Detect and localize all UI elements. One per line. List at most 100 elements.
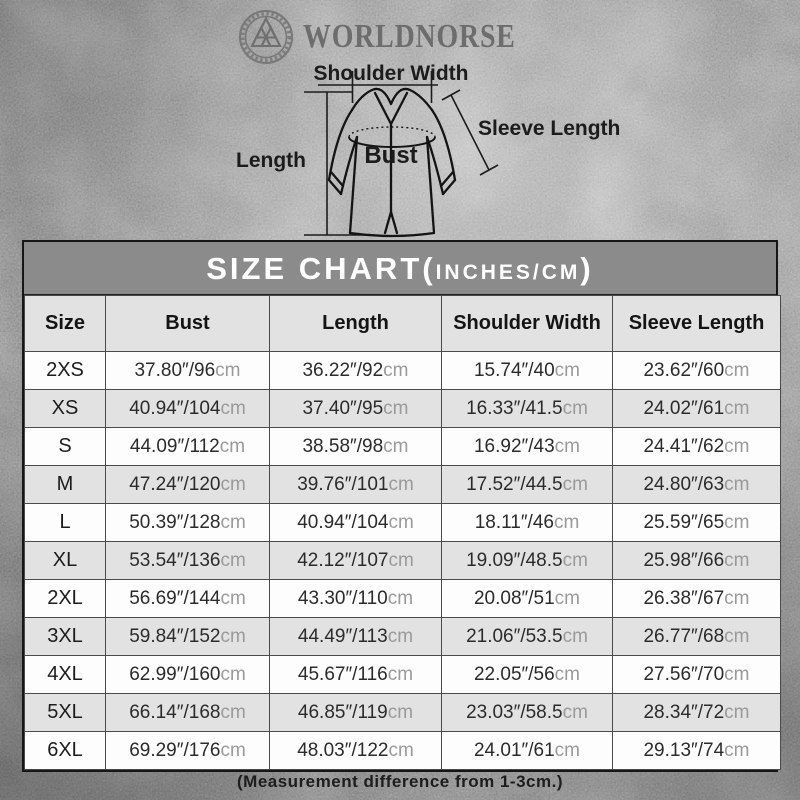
cell-sleeve: 27.56″/70cm [612, 655, 781, 694]
measure-unit: cm [220, 701, 246, 723]
measure-unit: cm [562, 701, 588, 723]
cell-size: 3XL [24, 617, 106, 656]
measure-unit: cm [724, 701, 750, 723]
measure-value: 69.29″/176 [129, 739, 221, 761]
cell-length: 46.85″/119cm [269, 693, 442, 732]
cell-length: 39.76″/101cm [269, 465, 442, 504]
cell-size: 4XL [24, 655, 106, 694]
measure-value: 24.41″/62 [643, 435, 725, 457]
cell-bust: 47.24″/120cm [105, 465, 270, 504]
cell-bust: 59.84″/152cm [105, 617, 270, 656]
measure-value: 66.14″/168 [129, 701, 221, 723]
measure-value: 24.02″/61 [643, 397, 725, 419]
cell-shoulder: 23.03″/58.5cm [441, 693, 613, 732]
cell-shoulder: 18.11″/46cm [441, 503, 613, 542]
cell-shoulder: 22.05″/56cm [441, 655, 613, 694]
measure-unit: cm [724, 739, 750, 761]
cell-length: 43.30″/110cm [269, 579, 442, 618]
measure-value: 38.58″/98 [302, 435, 384, 457]
cell-size: 5XL [24, 693, 106, 732]
cell-bust: 62.99″/160cm [105, 655, 270, 694]
brand-logo: WORLDNORSE [0, 8, 800, 66]
measure-value: 24.80″/63 [643, 473, 725, 495]
table-row: L 50.39″/128cm 40.94″/104cm 18.11″/46cm … [24, 503, 781, 542]
measure-unit: cm [219, 435, 246, 457]
cell-bust: 56.69″/144cm [105, 579, 270, 618]
measure-value: 45.67″/116 [297, 663, 388, 685]
measure-value: 25.59″/65 [643, 511, 725, 533]
cell-length: 48.03″/122cm [269, 731, 442, 770]
measure-unit: cm [724, 359, 750, 381]
size-chart-title-main: SIZE CHART( [206, 251, 436, 286]
table-row: XS 40.94″/104cm 37.40″/95cm 16.33″/41.5c… [24, 389, 781, 428]
col-header-shoulder-width: Shoulder Width [441, 295, 613, 352]
brand-name: WORLDNORSE [303, 18, 516, 55]
cell-size: M [24, 465, 106, 504]
cell-bust: 50.39″/128cm [105, 503, 270, 542]
measure-value: 40.94″/104 [297, 511, 389, 533]
measure-value: 46.85″/119 [297, 701, 388, 723]
col-header-size: Size [24, 295, 106, 352]
size-chart: SIZE CHART(INCHES/CM) Size Bust Length S… [22, 240, 781, 772]
measure-value: 17.52″/44.5 [466, 473, 563, 495]
size-chart-title-sub: INCHES/CM [435, 261, 581, 284]
measure-unit: cm [383, 435, 409, 457]
measure-value: 43.30″/110 [297, 587, 388, 609]
cell-length: 37.40″/95cm [269, 389, 442, 428]
cell-bust: 37.80″/96cm [105, 351, 270, 390]
measure-value: 20.08″/51 [473, 587, 555, 609]
shoulder-width-label: Shoulder Width [314, 62, 469, 85]
measure-unit: cm [383, 397, 409, 419]
cell-sleeve: 29.13″/74cm [612, 731, 781, 770]
measure-value: 47.24″/120 [129, 473, 221, 495]
cell-shoulder: 17.52″/44.5cm [441, 465, 613, 504]
table-header-row: Size Bust Length Shoulder Width Sleeve L… [24, 295, 781, 352]
table-row: S 44.09″/112cm 38.58″/98cm 16.92″/43cm 2… [24, 427, 781, 466]
measure-value: 27.56″/70 [643, 663, 725, 685]
measure-unit: cm [554, 435, 580, 457]
cell-length: 38.58″/98cm [269, 427, 442, 466]
cell-sleeve: 24.80″/63cm [612, 465, 781, 504]
measure-unit: cm [554, 739, 580, 761]
cell-sleeve: 26.77″/68cm [612, 617, 781, 656]
table-row: M 47.24″/120cm 39.76″/101cm 17.52″/44.5c… [24, 465, 781, 504]
cell-sleeve: 24.41″/62cm [612, 427, 781, 466]
measure-unit: cm [724, 397, 750, 419]
garment-diagram: Shoulder Width Sleeve Length Length Bust [236, 62, 620, 238]
measure-value: 15.74″/40 [473, 359, 555, 381]
measure-unit: cm [220, 549, 246, 571]
measure-value: 53.54″/136 [129, 549, 221, 571]
robe-drawing [327, 87, 457, 238]
cell-sleeve: 24.02″/61cm [612, 389, 781, 428]
measure-unit: cm [724, 587, 750, 609]
measure-value: 26.38″/67 [643, 587, 725, 609]
table-row: 3XL 59.84″/152cm 44.49″/113cm 21.06″/53.… [24, 617, 781, 656]
measure-unit: cm [387, 625, 414, 647]
measure-value: 18.11″/46 [474, 511, 554, 533]
measure-unit: cm [724, 549, 750, 571]
measure-value: 23.03″/58.5 [466, 701, 563, 723]
cell-length: 36.22″/92cm [269, 351, 442, 390]
cell-shoulder: 24.01″/61cm [441, 731, 613, 770]
measure-unit: cm [220, 625, 246, 647]
cell-shoulder: 15.74″/40cm [441, 351, 613, 390]
cell-size: L [24, 503, 106, 542]
measure-value: 26.77″/68 [643, 625, 725, 647]
measure-unit: cm [388, 473, 414, 495]
measure-unit: cm [724, 473, 750, 495]
cell-size: 2XS [24, 351, 106, 390]
measure-unit: cm [387, 701, 414, 723]
cell-bust: 53.54″/136cm [105, 541, 270, 580]
table-row: 4XL 62.99″/160cm 45.67″/116 cm 22.05″/56c… [24, 655, 781, 694]
measure-value: 37.40″/95 [302, 397, 384, 419]
measure-value: 56.69″/144 [129, 587, 221, 609]
measure-unit: cm [220, 587, 246, 609]
measure-unit: cm [724, 663, 750, 685]
measure-unit: cm [562, 549, 588, 571]
measure-unit: cm [724, 625, 750, 647]
cell-shoulder: 16.33″/41.5cm [441, 389, 613, 428]
measure-value: 48.03″/122 [297, 739, 389, 761]
measure-unit: cm [562, 397, 588, 419]
cell-size: 2XL [24, 579, 106, 618]
measure-unit: cm [220, 511, 246, 533]
